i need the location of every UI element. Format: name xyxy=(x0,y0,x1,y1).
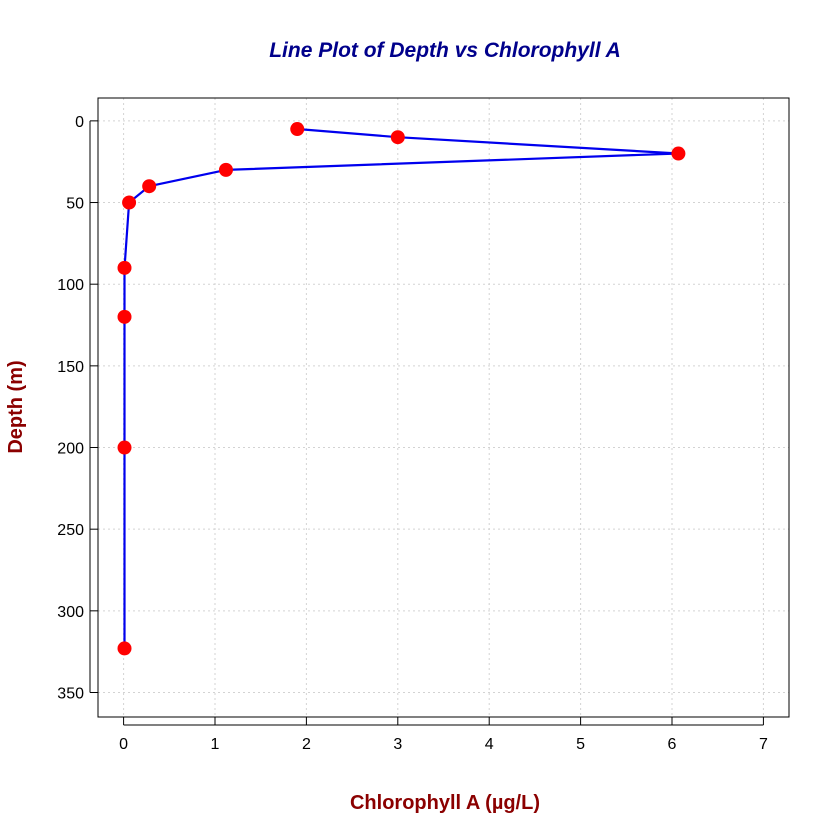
series-line xyxy=(123,127,680,649)
data-point xyxy=(117,260,132,275)
y-tick-label: 250 xyxy=(57,522,84,539)
x-tick-label: 5 xyxy=(576,736,585,753)
data-point xyxy=(117,440,132,455)
data-point xyxy=(671,146,686,161)
y-tick-label: 200 xyxy=(57,441,84,458)
grid-lines xyxy=(98,98,789,717)
data-series xyxy=(117,122,686,656)
x-tick-label: 4 xyxy=(485,736,494,753)
y-tick-label: 300 xyxy=(57,604,84,621)
data-point xyxy=(390,130,405,145)
y-tick-label: 0 xyxy=(75,114,84,131)
chart-title: Line Plot of Depth vs Chlorophyll A xyxy=(269,39,621,62)
x-tick-label: 7 xyxy=(759,736,768,753)
data-point xyxy=(290,122,305,137)
data-point xyxy=(218,162,233,177)
y-tick-label: 150 xyxy=(57,359,84,376)
x-axis-title: Chlorophyll A (µg/L) xyxy=(350,792,540,814)
y-axis-title: Depth (m) xyxy=(5,360,27,453)
data-point xyxy=(122,195,137,210)
data-point xyxy=(117,641,132,656)
x-tick-label: 2 xyxy=(302,736,311,753)
x-tick-label: 1 xyxy=(211,736,220,753)
x-tick-label: 3 xyxy=(393,736,402,753)
y-tick-label: 50 xyxy=(66,196,84,213)
x-tick-label: 0 xyxy=(119,736,128,753)
data-point xyxy=(142,179,157,194)
x-tick-label: 6 xyxy=(668,736,677,753)
y-tick-label: 100 xyxy=(57,277,84,294)
x-axis: 0 1 2 3 4 5 6 7 xyxy=(119,717,768,753)
y-tick-label: 350 xyxy=(57,686,84,703)
data-point xyxy=(117,309,132,324)
plot-frame xyxy=(97,97,790,718)
y-axis: 0 50 100 150 200 250 300 350 xyxy=(57,114,98,703)
